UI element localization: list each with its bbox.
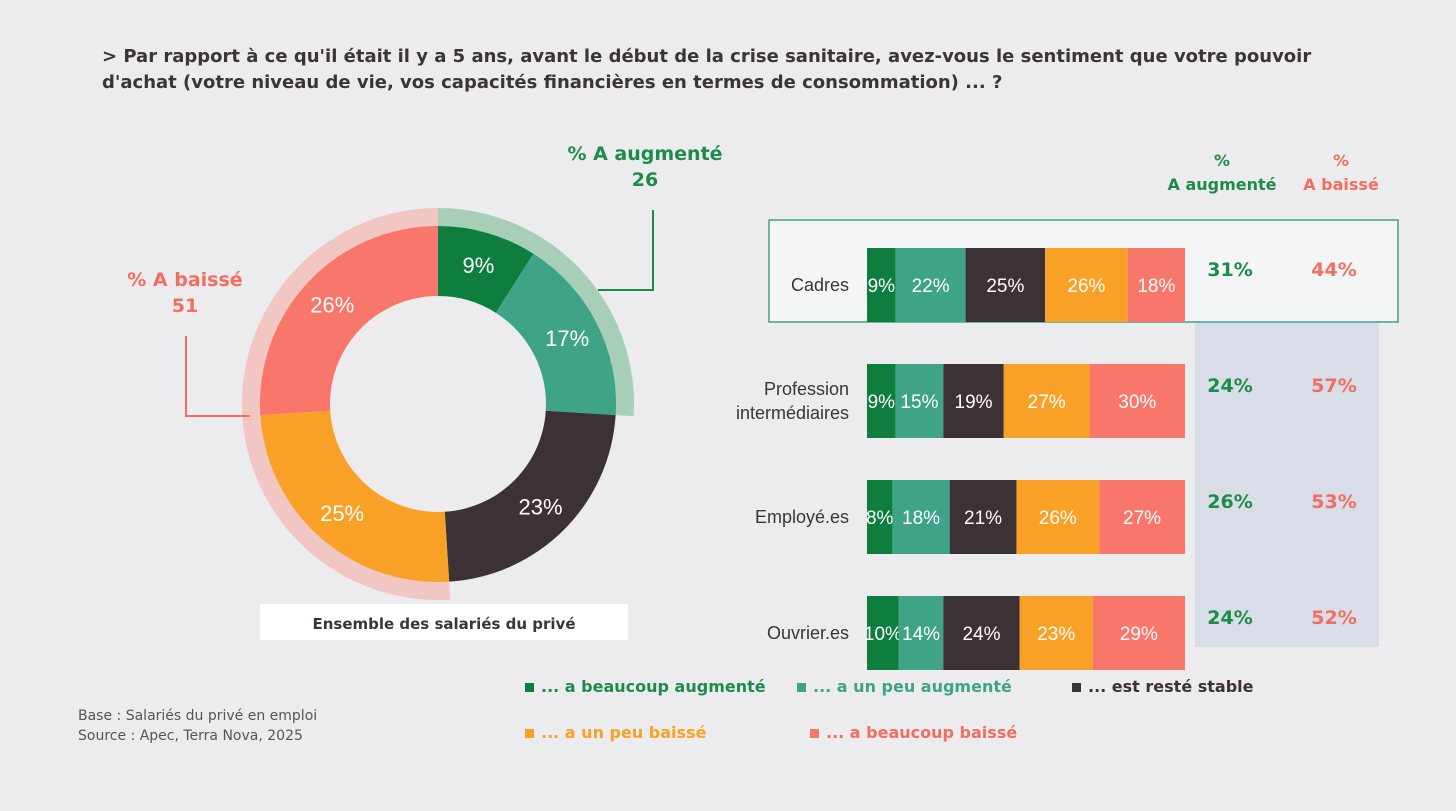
bar-segment [1127, 248, 1185, 322]
bar-segment [1089, 364, 1185, 438]
bar-segment [898, 596, 944, 670]
donut-title-box [260, 604, 628, 640]
header-baisse-pct: % [1333, 151, 1349, 170]
question-text: > Par rapport à ce qu'il était il y a 5 … [102, 44, 1322, 96]
bar-segment [867, 596, 899, 670]
footnote-source: Source : Apec, Terra Nova, 2025 [78, 728, 303, 744]
bar-segment-label: 26% [1039, 508, 1077, 529]
summary-baisse-value: 57% [1311, 375, 1356, 397]
bar-segment [1003, 364, 1090, 438]
bar-segment [895, 364, 944, 438]
bar-segment [895, 248, 966, 322]
legend-item-label: ... a un peu baissé [541, 723, 707, 742]
donut-slice-label-4: 25% [320, 501, 364, 526]
header-augmente-label: A augmenté [1167, 175, 1276, 194]
bar-segment [892, 480, 950, 554]
bar-segment-label: 18% [1137, 276, 1175, 297]
donut-slice-1 [438, 226, 534, 313]
category-label: Cadres [791, 275, 849, 295]
stacked-bar-chart: % A augmenté% A baissé 9% 22% 25% 26% 18% Cadres… [525, 151, 1399, 742]
legend-swatch [525, 729, 534, 738]
bar-segment [943, 596, 1020, 670]
bar-row-1: 9% 22% 25% 26% 18% Cadres 31% 44% [791, 248, 1357, 322]
legend-swatch [797, 683, 806, 692]
legend: ... a beaucoup augmenté ... a un peu augm… [525, 677, 1254, 742]
donut-slice-label-1: 9% [463, 253, 495, 278]
bar-segment-label: 9% [868, 392, 896, 413]
summary-baisse-value: 53% [1311, 491, 1356, 513]
bar-segment [1045, 248, 1128, 322]
bar-segment-label: 14% [902, 624, 940, 645]
legend-swatch [525, 683, 534, 692]
bar-segment-label: 29% [1120, 624, 1158, 645]
legend-item-label: ... a un peu augmenté [813, 677, 1012, 696]
category-label: intermédiaires [736, 403, 849, 423]
category-label: Profession [764, 379, 849, 399]
footnote-base: Base : Salariés du privé en emploi [78, 708, 318, 724]
bar-segment-label: 26% [1067, 276, 1105, 297]
donut-slice-3 [444, 410, 616, 582]
bar-row-2: 9% 15% 19% 27% 30% Profession intermédiaires 24… [736, 364, 1357, 438]
bar-row-3: 8% 18% 21% 26% 27% Employé.es 26% 53% [755, 480, 1357, 554]
bar-segment-label: 10% [864, 624, 902, 645]
bar-segment-label: 25% [986, 276, 1024, 297]
legend-item-label: ... est resté stable [1088, 677, 1254, 696]
summary-augmente-value: 26% [1207, 491, 1252, 513]
donut-chart: 9% 17% 23% 25% 26% Ensemble des salariés du p… [127, 143, 723, 640]
question-line-2: d'achat (votre niveau de vie, vos capaci… [102, 72, 1003, 93]
legend-swatch [810, 729, 819, 738]
bar-segment-label: 30% [1118, 392, 1156, 413]
donut-slice-label-3: 23% [519, 495, 563, 520]
bar-segment [867, 480, 893, 554]
donut-slice-4 [260, 410, 450, 582]
bar-row-4: 10% 14% 24% 23% 29% Ouvrier.es 24% 52% [767, 596, 1357, 670]
bar-segment-label: 21% [964, 508, 1002, 529]
summary-baisse-value: 44% [1311, 259, 1356, 281]
bar-segment-label: 19% [955, 392, 993, 413]
bar-segment-label: 24% [962, 624, 1000, 645]
bar-segment [1099, 480, 1185, 554]
category-label: Employé.es [755, 507, 849, 527]
bar-segment [1092, 596, 1185, 670]
bar-segment-label: 18% [902, 508, 940, 529]
question-line-1: > Par rapport à ce qu'il était il y a 5 … [102, 46, 1312, 67]
legend-item-label: ... a beaucoup augmenté [541, 677, 766, 696]
category-label: Ouvrier.es [767, 623, 849, 643]
bar-segment [965, 248, 1046, 322]
header-augmente-pct: % [1214, 151, 1230, 170]
bar-segment-label: 9% [868, 276, 896, 297]
footnote: Base : Salariés du privé en emploi Sourc… [78, 706, 317, 746]
bar-segment [943, 364, 1004, 438]
header-baisse-label: A baissé [1303, 175, 1379, 194]
bar-segment [1016, 480, 1100, 554]
bar-segment-label: 15% [900, 392, 938, 413]
legend-item-label: ... a beaucoup baissé [826, 723, 1017, 742]
bar-segment [867, 364, 896, 438]
donut-slice-label-2: 17% [545, 326, 589, 351]
callout-augmente-title: % A augmenté [567, 143, 722, 165]
summary-augmente-value: 31% [1207, 259, 1252, 281]
donut-slice-2 [495, 253, 616, 416]
bar-segment-label: 27% [1028, 392, 1066, 413]
callout-baisse-title: % A baissé [127, 269, 242, 291]
bar-segment [1019, 596, 1093, 670]
bar-segment-label: 23% [1037, 624, 1075, 645]
callout-augmente-line [598, 210, 654, 291]
callout-baisse-line [185, 336, 250, 417]
callout-baisse-value: 51 [172, 295, 198, 317]
bar-segment [949, 480, 1017, 554]
donut-slice-label-5: 26% [310, 293, 354, 318]
donut-title: Ensemble des salariés du privé [312, 615, 575, 633]
summary-augmente-value: 24% [1207, 607, 1252, 629]
donut-slice-5 [260, 226, 438, 416]
summary-baisse-value: 52% [1311, 607, 1356, 629]
bar-segment-label: 27% [1123, 508, 1161, 529]
legend-swatch [1072, 683, 1081, 692]
summary-augmente-value: 24% [1207, 375, 1252, 397]
bar-segment [867, 248, 896, 322]
callout-augmente-value: 26 [632, 169, 658, 191]
bar-segment-label: 8% [866, 508, 894, 529]
bar-segment-label: 22% [912, 276, 950, 297]
